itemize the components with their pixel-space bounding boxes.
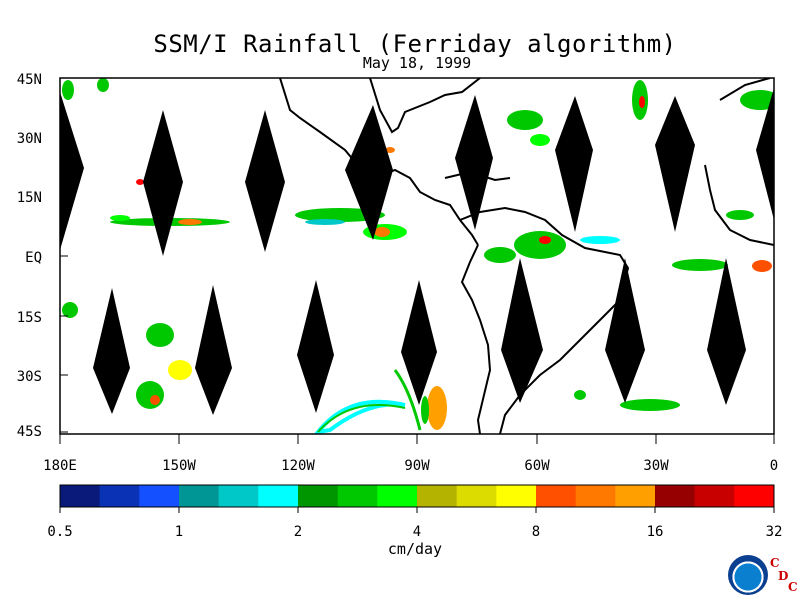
colorbar-swatch: [60, 485, 101, 507]
colorbar-swatch: [337, 485, 378, 507]
lon-label-90w: 90W: [404, 458, 430, 474]
lon-label-120w: 120W: [281, 458, 315, 474]
cdc-letter-c1: C: [770, 556, 780, 570]
colorbar-tick-label: 4: [413, 524, 421, 540]
lat-label-45s: 45S: [17, 424, 42, 440]
colorbar-swatch: [179, 485, 220, 507]
satellite-gaps: [60, 88, 774, 415]
colorbar-swatch: [218, 485, 259, 507]
colorbar-tick-label: 16: [647, 524, 664, 540]
colorbar-tick-label: 0.5: [47, 524, 72, 540]
lon-label-30w: 30W: [643, 458, 669, 474]
lat-label-30s: 30S: [17, 369, 42, 385]
colorbar-swatch: [417, 485, 458, 507]
longitude-axis: 180E 150W 120W 90W 60W 30W 0: [43, 434, 778, 474]
map-title: SSM/I Rainfall (Ferriday algorithm): [153, 30, 677, 58]
colorbar-swatch: [99, 485, 140, 507]
lat-label-45n: 45N: [17, 72, 42, 88]
latitude-axis: 45N 30N 15N EQ 15S 30S 45S: [17, 72, 68, 440]
colorbar-swatch: [655, 485, 696, 507]
colorbar-swatch: [575, 485, 616, 507]
lon-label-60w: 60W: [524, 458, 550, 474]
colorbar-swatch: [258, 485, 299, 507]
colorbar: [60, 485, 775, 507]
colorbar-swatch: [694, 485, 735, 507]
cdc-logo: C D C: [768, 556, 800, 596]
noaa-logo-icon: [728, 555, 768, 595]
lat-label-15n: 15N: [17, 190, 42, 206]
colorbar-swatch: [734, 485, 775, 507]
cdc-letter-d: D: [778, 569, 789, 583]
colorbar-swatch: [496, 485, 537, 507]
colorbar-tick-label: 32: [766, 524, 783, 540]
colorbar-tick-label: 2: [294, 524, 302, 540]
colorbar-unit-label: cm/day: [387, 540, 443, 558]
colorbar-tick-label: 8: [532, 524, 540, 540]
colorbar-swatch: [615, 485, 656, 507]
lat-label-15s: 15S: [17, 310, 42, 326]
lat-label-30n: 30N: [17, 131, 42, 147]
coastlines: [279, 78, 774, 434]
colorbar-swatch: [298, 485, 339, 507]
cdc-letter-c2: C: [788, 580, 798, 594]
lon-label-180e: 180E: [43, 458, 77, 474]
colorbar-tick-labels: 0.5 1 2 4 8 16 32: [47, 507, 782, 540]
colorbar-swatch: [536, 485, 577, 507]
lon-label-150w: 150W: [162, 458, 196, 474]
map-subtitle: May 18, 1999: [362, 54, 472, 72]
lon-label-0: 0: [770, 458, 778, 474]
colorbar-swatch: [377, 485, 418, 507]
lat-label-eq: EQ: [25, 250, 42, 266]
colorbar-swatch: [139, 485, 180, 507]
colorbar-swatch: [456, 485, 497, 507]
colorbar-tick-label: 1: [175, 524, 183, 540]
